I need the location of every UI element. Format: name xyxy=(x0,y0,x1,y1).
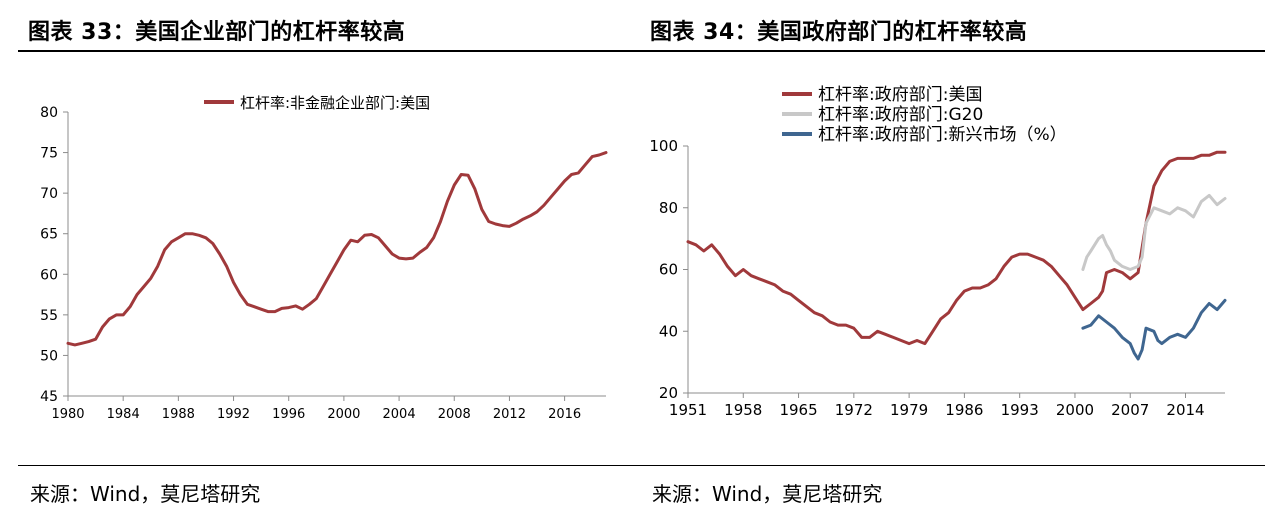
x-tick-label: 2004 xyxy=(383,407,416,422)
series-line-2 xyxy=(1081,298,1227,361)
legend-label: 杠杆率:政府部门:美国 xyxy=(818,85,982,105)
legend-label: 杠杆率:政府部门:新兴市场（%） xyxy=(818,125,1067,145)
y-tick-label: 80 xyxy=(40,105,58,121)
y-tick-label: 60 xyxy=(659,261,678,279)
source-note: 来源：Wind，莫尼塔研究 xyxy=(652,482,883,506)
x-tick-label: 2016 xyxy=(548,407,581,422)
y-tick-label: 40 xyxy=(659,322,678,340)
figure-34: 图表 34：美国政府部门的杠杆率较高 20 40 60 80 100 1951 1958 19… xyxy=(640,0,1265,512)
x-tick-label: 1972 xyxy=(835,401,873,419)
x-tick-label: 1996 xyxy=(272,407,305,422)
x-tick-label: 1986 xyxy=(945,401,983,419)
x-tick-label: 2000 xyxy=(327,407,360,422)
y-tick-label: 60 xyxy=(40,267,58,283)
y-tick-label: 80 xyxy=(659,199,678,217)
source-rule xyxy=(18,465,643,466)
series-line-0 xyxy=(66,151,608,347)
y-tick-label: 100 xyxy=(649,137,678,155)
chart-svg: 20 40 60 80 100 1951 1958 1965 1972 1979 1986 1993 2… xyxy=(649,85,1227,419)
x-tick-label: 1992 xyxy=(217,407,250,422)
x-tick-label: 1979 xyxy=(890,401,928,419)
title-rule xyxy=(18,50,643,52)
government-leverage-chart: 20 40 60 80 100 1951 1958 1965 1972 1979 1986 1993 2… xyxy=(640,60,1265,460)
x-tick-label: 2007 xyxy=(1111,401,1149,419)
y-tick-label: 50 xyxy=(40,348,58,364)
chart-svg: 45 50 55 60 65 70 75 80 1980 1984 1988 1992 1996 2000… xyxy=(40,94,608,422)
x-tick-label: 1988 xyxy=(162,407,195,422)
x-tick-label: 2008 xyxy=(438,407,471,422)
legend-label: 杠杆率:非金融企业部门:美国 xyxy=(240,94,430,112)
y-tick-label: 45 xyxy=(40,389,58,405)
x-tick-label: 1980 xyxy=(51,407,84,422)
y-tick-label: 65 xyxy=(40,227,58,243)
x-tick-label: 2014 xyxy=(1166,401,1204,419)
y-tick-label: 75 xyxy=(40,146,58,162)
x-tick-label: 2012 xyxy=(493,407,526,422)
y-tick-label: 55 xyxy=(40,308,58,324)
x-tick-label: 1993 xyxy=(1001,401,1039,419)
x-tick-label: 1951 xyxy=(669,401,707,419)
figure-33: 图表 33：美国企业部门的杠杆率较高 45 50 55 60 65 70 75 80 1980 1… xyxy=(18,0,643,512)
y-tick-label: 70 xyxy=(40,186,58,202)
source-rule xyxy=(640,465,1265,466)
title-rule xyxy=(640,50,1265,52)
x-tick-label: 1958 xyxy=(724,401,762,419)
series-line-1 xyxy=(1081,193,1227,271)
figure-title: 图表 34：美国政府部门的杠杆率较高 xyxy=(650,20,1028,45)
source-note: 来源：Wind，莫尼塔研究 xyxy=(30,482,261,506)
x-tick-label: 1984 xyxy=(107,407,140,422)
corporate-leverage-chart: 45 50 55 60 65 70 75 80 1980 1984 1988 1992 1996 2000… xyxy=(18,60,643,460)
figure-title: 图表 33：美国企业部门的杠杆率较高 xyxy=(28,20,406,45)
x-tick-label: 2000 xyxy=(1056,401,1094,419)
legend-label: 杠杆率:政府部门:G20 xyxy=(818,105,983,125)
series-line-0 xyxy=(686,150,1227,346)
y-tick-label: 20 xyxy=(659,384,678,402)
x-tick-label: 1965 xyxy=(779,401,817,419)
